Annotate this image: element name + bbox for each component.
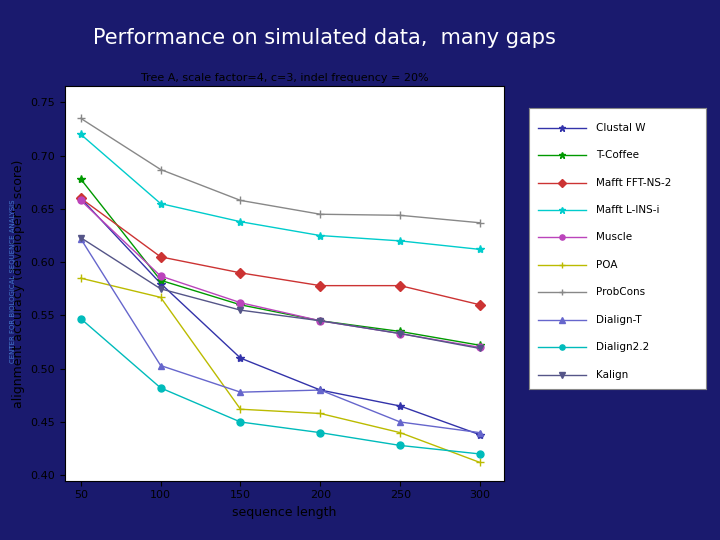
Text: Muscle: Muscle: [596, 233, 632, 242]
Clustal W: [76, 195, 85, 201]
Clustal W: [396, 403, 405, 409]
Mafft L-INS-i: [76, 131, 85, 138]
Line: POA: POA: [76, 274, 485, 467]
POA: [76, 275, 85, 281]
Dialign-T: [396, 418, 405, 425]
T-Coffee: [236, 301, 245, 308]
Text: Mafft FFT-NS-2: Mafft FFT-NS-2: [596, 178, 672, 187]
Line: Mafft L-INS-i: Mafft L-INS-i: [76, 130, 485, 254]
ProbCons: [476, 220, 485, 226]
Mafft FFT-NS-2: [396, 282, 405, 289]
POA: [156, 294, 165, 301]
Clustal W: [316, 387, 325, 393]
Muscle: [476, 344, 485, 350]
Dialign2.2: [156, 384, 165, 391]
Line: Dialign2.2: Dialign2.2: [77, 315, 484, 457]
Kalign: [316, 318, 325, 324]
Y-axis label: alignment accuracy (developer's score): alignment accuracy (developer's score): [12, 159, 24, 408]
Kalign: [396, 330, 405, 337]
Dialign-T: [316, 387, 325, 393]
Kalign: [76, 234, 85, 241]
POA: [236, 406, 245, 413]
Muscle: [396, 330, 405, 337]
Line: Kalign: Kalign: [77, 234, 484, 352]
Dialign2.2: [76, 315, 85, 322]
Dialign2.2: [476, 451, 485, 457]
Text: CENTER FOR BIOLOGICAL SEQUENCE ANALYSIS: CENTER FOR BIOLOGICAL SEQUENCE ANALYSIS: [10, 199, 16, 362]
T-Coffee: [76, 176, 85, 183]
Dialign2.2: [396, 442, 405, 449]
Line: Muscle: Muscle: [77, 197, 484, 351]
Kalign: [156, 286, 165, 292]
X-axis label: sequence length: sequence length: [233, 506, 336, 519]
ProbCons: [156, 166, 165, 173]
Line: Clustal W: Clustal W: [76, 194, 485, 439]
Text: Dialign-T: Dialign-T: [596, 315, 642, 325]
Mafft L-INS-i: [396, 238, 405, 244]
Dialign2.2: [316, 429, 325, 436]
Clustal W: [236, 355, 245, 361]
Clustal W: [476, 431, 485, 438]
Dialign-T: [236, 389, 245, 395]
Text: ProbCons: ProbCons: [596, 287, 645, 298]
Line: Mafft FFT-NS-2: Mafft FFT-NS-2: [77, 195, 484, 308]
Dialign-T: [76, 235, 85, 242]
ProbCons: [396, 212, 405, 219]
POA: [396, 429, 405, 436]
Mafft L-INS-i: [236, 219, 245, 225]
Text: Clustal W: Clustal W: [596, 123, 646, 133]
POA: [476, 459, 485, 465]
POA: [316, 410, 325, 417]
T-Coffee: [156, 277, 165, 284]
Text: Dialign2.2: Dialign2.2: [596, 342, 649, 352]
T-Coffee: [476, 342, 485, 348]
Mafft FFT-NS-2: [156, 254, 165, 260]
Text: Mafft L-INS-i: Mafft L-INS-i: [596, 205, 660, 215]
Muscle: [236, 300, 245, 306]
Kalign: [476, 345, 485, 352]
Muscle: [76, 197, 85, 204]
Mafft FFT-NS-2: [316, 282, 325, 289]
Mafft FFT-NS-2: [476, 301, 485, 308]
Muscle: [316, 318, 325, 324]
T-Coffee: [396, 328, 405, 335]
Kalign: [236, 307, 245, 313]
Dialign2.2: [236, 418, 245, 425]
Mafft FFT-NS-2: [76, 195, 85, 201]
Clustal W: [156, 280, 165, 287]
Mafft L-INS-i: [476, 246, 485, 253]
Mafft FFT-NS-2: [236, 269, 245, 276]
Line: T-Coffee: T-Coffee: [76, 175, 485, 349]
Muscle: [156, 273, 165, 279]
ProbCons: [316, 211, 325, 218]
Dialign-T: [156, 362, 165, 369]
Line: ProbCons: ProbCons: [76, 114, 485, 227]
ProbCons: [76, 115, 85, 122]
Mafft L-INS-i: [316, 232, 325, 239]
Text: Performance on simulated data,  many gaps: Performance on simulated data, many gaps: [93, 28, 555, 48]
Text: Kalign: Kalign: [596, 370, 629, 380]
T-Coffee: [316, 318, 325, 324]
Text: T-Coffee: T-Coffee: [596, 150, 639, 160]
Text: POA: POA: [596, 260, 618, 270]
Mafft L-INS-i: [156, 200, 165, 207]
ProbCons: [236, 197, 245, 204]
Dialign-T: [476, 429, 485, 436]
Line: Dialign-T: Dialign-T: [77, 235, 484, 436]
Title: Tree A, scale factor=4, c=3, indel frequency = 20%: Tree A, scale factor=4, c=3, indel frequ…: [140, 73, 428, 83]
